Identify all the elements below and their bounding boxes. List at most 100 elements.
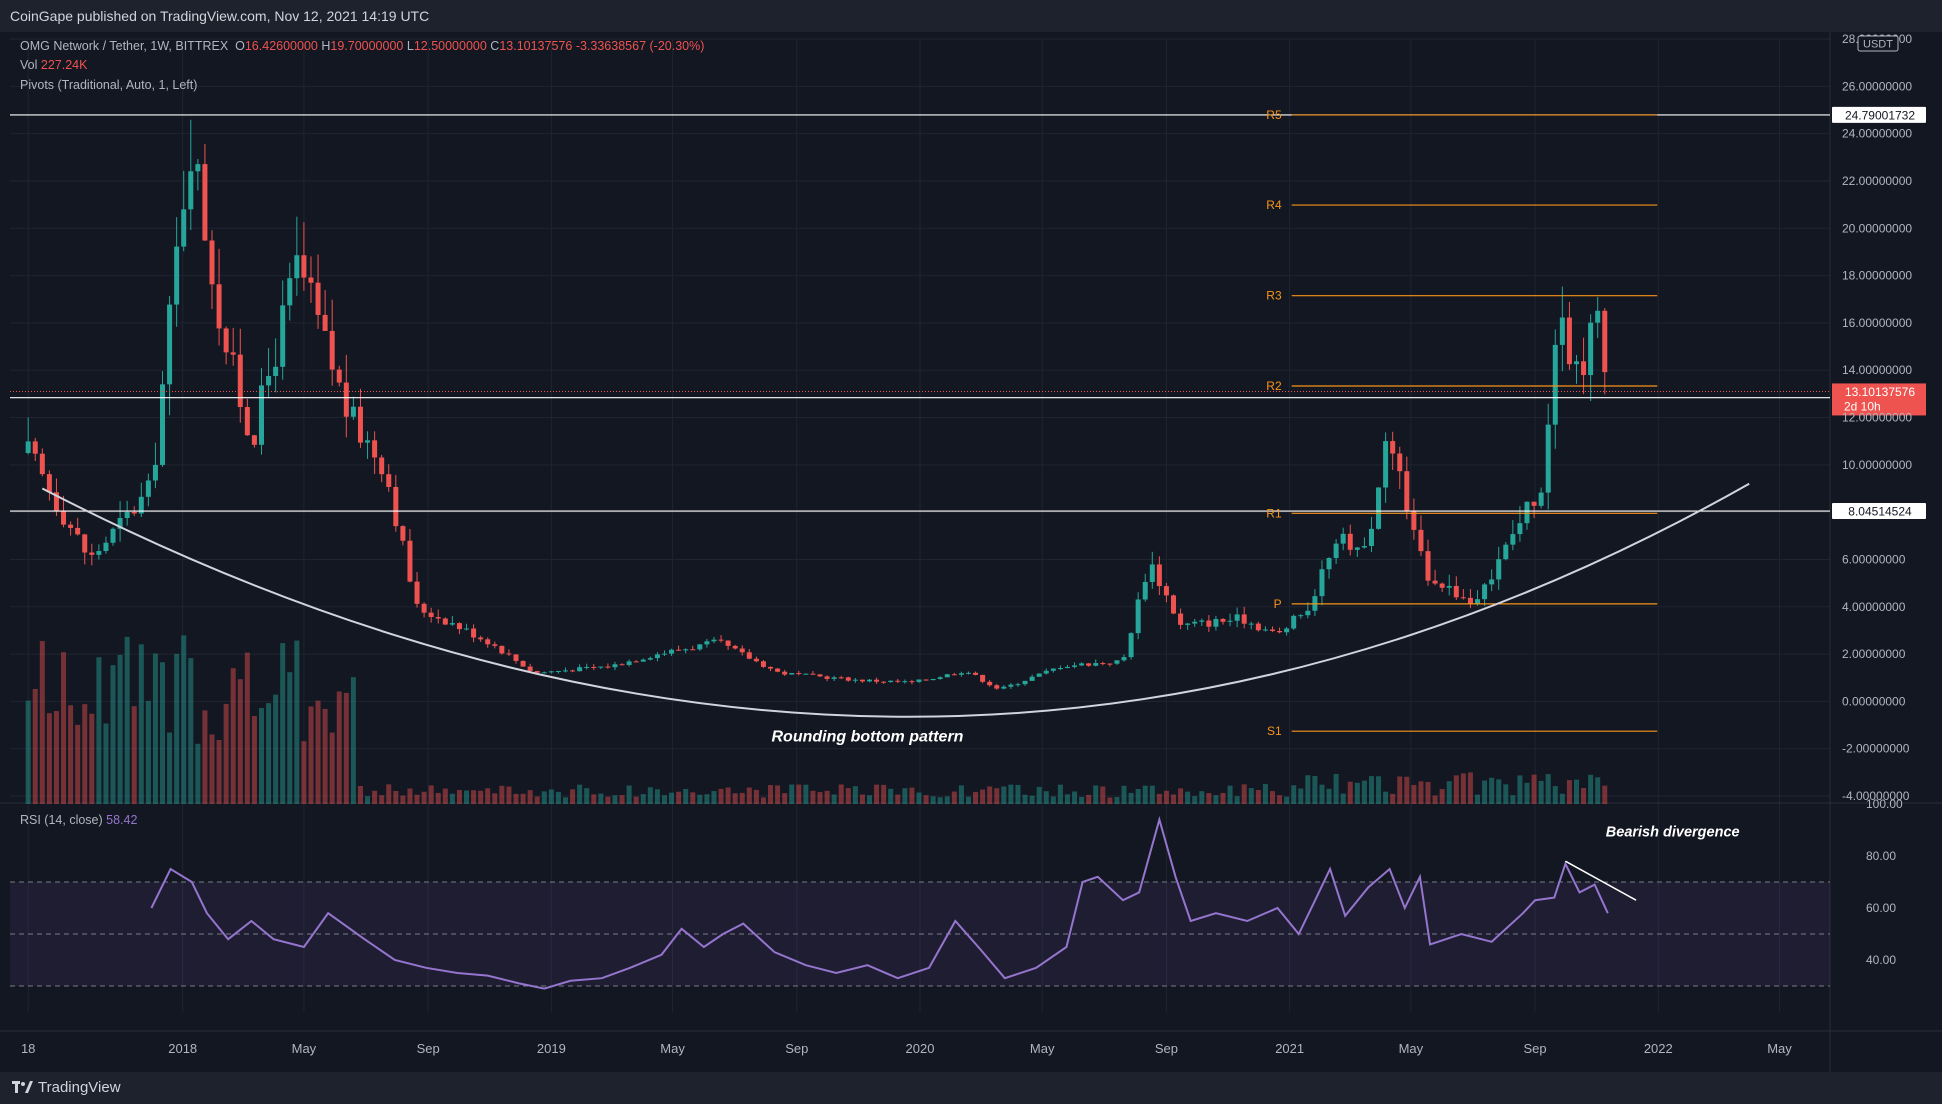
candle-body xyxy=(1566,317,1572,365)
candle-body xyxy=(1072,665,1078,667)
price-tick-label: -4.00000000 xyxy=(1842,789,1910,803)
volume-bar xyxy=(1368,776,1374,804)
price-chart[interactable]: 24.7900173212.837367658.0451452413.10137… xyxy=(0,32,1942,1072)
candle-body xyxy=(322,314,328,331)
candle-body xyxy=(1149,564,1155,582)
volume-bar xyxy=(1383,791,1389,804)
volume-bar xyxy=(1298,788,1304,804)
volume-bar xyxy=(110,665,116,804)
candle-body xyxy=(506,653,512,655)
candle-body xyxy=(987,681,993,686)
candle-body xyxy=(1192,621,1198,624)
volume-bar xyxy=(1241,784,1247,804)
candle-body xyxy=(1086,663,1092,666)
candle-body xyxy=(782,671,788,675)
candle-body xyxy=(605,666,611,668)
candle-body xyxy=(393,487,399,527)
candle-body xyxy=(909,681,915,683)
volume-bar xyxy=(1199,791,1205,804)
volume-bar xyxy=(365,796,371,804)
volume-bar xyxy=(492,793,498,804)
volume-bar xyxy=(258,708,264,804)
volume-bar xyxy=(789,784,795,804)
price-tick-label: 2.00000000 xyxy=(1842,647,1906,661)
volume-bar xyxy=(308,706,314,804)
candle-body xyxy=(273,366,279,376)
volume-bar xyxy=(1595,777,1601,804)
candle-body xyxy=(803,673,809,675)
candle-body xyxy=(669,649,675,654)
volume-bar xyxy=(471,790,477,804)
candle-body xyxy=(1467,597,1473,605)
time-tick-label: May xyxy=(1767,1041,1792,1056)
volume-bar xyxy=(1043,791,1049,804)
volume-bar xyxy=(711,791,717,804)
rsi-value: 58.42 xyxy=(106,813,138,827)
volume-bar xyxy=(1100,786,1106,804)
candle-body xyxy=(478,637,484,640)
volume-bar xyxy=(782,793,788,804)
candle-body xyxy=(428,612,434,617)
candle-body xyxy=(1036,673,1042,677)
volume-bar xyxy=(661,795,667,804)
volume-bar xyxy=(1489,777,1495,804)
candle-body xyxy=(75,527,81,535)
volume-bar xyxy=(605,796,611,804)
volume-bar xyxy=(1397,776,1403,804)
volume-bar xyxy=(1008,784,1014,804)
candle-body xyxy=(287,278,293,306)
volume-bar xyxy=(718,788,724,804)
volume-bar xyxy=(357,785,363,804)
time-tick-label: May xyxy=(1030,1041,1055,1056)
volume-bar xyxy=(958,785,964,804)
candle-body xyxy=(464,628,470,630)
candle-body xyxy=(888,680,894,683)
candle-body xyxy=(167,304,173,385)
candle-body xyxy=(633,661,639,663)
candle-body xyxy=(379,457,385,475)
candle-body xyxy=(308,277,314,283)
volume-bar xyxy=(944,796,950,804)
candle-body xyxy=(1460,597,1466,599)
rsi-tick-label: 40.00 xyxy=(1866,953,1896,967)
candle-body xyxy=(1425,551,1431,581)
candle-body xyxy=(619,664,625,666)
brand-label: TradingView xyxy=(38,1079,121,1096)
volume-bar xyxy=(676,791,682,804)
price-tick-label: 10.00000000 xyxy=(1842,458,1912,472)
volume-bar xyxy=(1602,785,1608,804)
candle-body xyxy=(1524,501,1530,524)
volume-bar xyxy=(527,790,533,804)
volume-bar xyxy=(230,668,236,804)
volume-bar xyxy=(1503,784,1509,804)
volume-bar xyxy=(584,788,590,804)
volume-bar xyxy=(1418,781,1424,804)
volume-bar xyxy=(449,793,455,804)
volume-bar xyxy=(909,787,915,804)
volume-bar xyxy=(244,652,250,804)
candle-body xyxy=(1227,620,1233,622)
candle-body xyxy=(584,666,590,668)
candle-body xyxy=(1178,613,1184,625)
volume-bar xyxy=(421,791,427,804)
volume-bar xyxy=(867,795,873,804)
candle-body xyxy=(1015,684,1021,686)
volume-bar xyxy=(336,691,342,804)
candle-body xyxy=(697,644,703,650)
last-price-box xyxy=(1832,383,1926,416)
volume-bar xyxy=(1057,784,1063,804)
candle-body xyxy=(216,284,222,329)
level-label: 8.04514524 xyxy=(1848,505,1912,519)
pivot-label: R5 xyxy=(1266,108,1282,122)
candle-body xyxy=(570,670,576,672)
volume-bar xyxy=(428,785,434,804)
candle-body xyxy=(1397,453,1403,472)
publisher-bar: CoinGape published on TradingView.com, N… xyxy=(0,0,1942,32)
symbol-title: OMG Network / Tether, 1W, BITTREX xyxy=(20,39,229,53)
volume-bar xyxy=(612,795,618,804)
candle-body xyxy=(82,534,88,553)
candle-body xyxy=(1602,310,1608,373)
volume-bar xyxy=(1163,790,1169,804)
volume-bar xyxy=(1262,784,1268,804)
candle-body xyxy=(1163,586,1169,596)
